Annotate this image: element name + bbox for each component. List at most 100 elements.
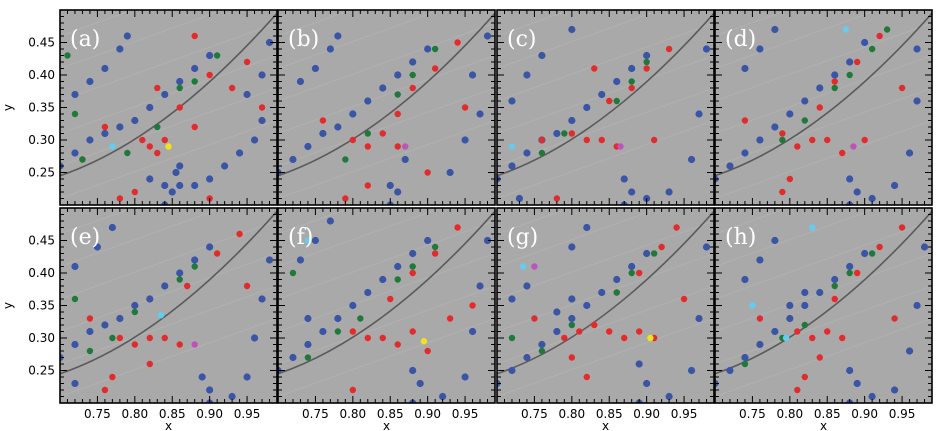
data-point-red — [831, 78, 838, 85]
data-point-green — [64, 52, 71, 59]
data-point-blue — [702, 243, 711, 251]
background-streak — [497, 318, 714, 397]
data-point-green — [394, 91, 401, 98]
y-tick-label: 0.40 — [28, 68, 55, 82]
data-point-blue — [508, 366, 516, 375]
series-green — [64, 52, 221, 163]
tick-marks — [277, 9, 496, 206]
tick-marks — [714, 207, 933, 404]
data-point-red — [349, 386, 357, 394]
data-point-blue — [741, 275, 749, 284]
series-cyan — [749, 224, 816, 342]
panel-plot-area — [278, 208, 495, 403]
data-point-green — [409, 71, 416, 79]
x-tick-label: 0.75 — [521, 407, 548, 421]
data-point-red — [824, 328, 831, 335]
data-point-blue — [206, 243, 214, 251]
data-point-blue — [523, 282, 531, 290]
series-red — [349, 224, 476, 394]
data-point-blue — [628, 64, 636, 73]
data-point-blue — [726, 366, 734, 375]
data-point-green — [79, 156, 86, 163]
background-streak — [715, 208, 789, 235]
shock-front-line — [497, 210, 714, 375]
x-axis-label: x — [383, 419, 390, 431]
series-blue — [715, 236, 929, 403]
data-point-blue — [161, 282, 169, 290]
background-streak — [60, 208, 134, 235]
data-point-blue — [116, 314, 124, 323]
series-yellow — [165, 143, 172, 150]
panel-background — [60, 208, 277, 403]
x-tick-label: 0.75 — [302, 407, 329, 421]
series-blue — [60, 223, 274, 403]
data-point-red — [801, 373, 808, 381]
data-point-red — [258, 104, 266, 111]
data-point-blue — [250, 334, 259, 342]
data-point-blue — [289, 155, 297, 164]
data-point-red — [364, 182, 371, 189]
data-point-blue — [131, 116, 139, 125]
data-point-blue — [816, 84, 824, 92]
data-point-green — [831, 282, 838, 290]
data-point-red — [553, 195, 561, 202]
data-point-red — [591, 321, 598, 329]
background-streak — [497, 208, 571, 235]
y-tick-label: 0.40 — [28, 266, 55, 280]
data-point-blue — [756, 256, 764, 264]
data-point-red — [364, 334, 371, 342]
data-point-blue — [583, 301, 591, 310]
data-point-red — [673, 224, 680, 231]
data-point-red — [794, 386, 801, 394]
background-streak — [497, 10, 662, 69]
data-point-red — [379, 334, 386, 342]
data-point-red — [591, 65, 598, 72]
data-point-red — [349, 328, 357, 335]
data-point-red — [424, 347, 431, 355]
data-point-green — [364, 130, 371, 137]
data-point-blue — [476, 282, 484, 290]
data-point-cyan — [519, 263, 527, 270]
x-tick-label: 0.80 — [121, 407, 148, 421]
data-point-red — [598, 136, 605, 144]
data-point-blue — [265, 256, 274, 264]
data-point-red — [342, 195, 349, 202]
data-point-green — [779, 136, 786, 144]
shock-front-line — [715, 210, 932, 375]
data-point-blue — [446, 168, 454, 177]
data-point-blue — [191, 256, 199, 264]
data-point-blue — [553, 327, 561, 336]
panel-e: (e) 0.75 0.80 0.85 0.90 0.95 x 0.25 0.30 0.35 0.40… — [28, 207, 278, 431]
data-point-red — [665, 45, 673, 53]
data-point-blue — [598, 288, 606, 297]
data-point-blue — [635, 360, 643, 368]
data-point-red — [154, 84, 161, 92]
data-point-green — [342, 156, 349, 163]
data-point-blue — [86, 327, 94, 336]
series-magenta — [191, 341, 198, 348]
data-point-red — [741, 117, 749, 124]
data-point-blue — [250, 136, 259, 144]
background-streak — [278, 120, 495, 199]
data-point-green — [650, 250, 658, 257]
data-point-blue — [786, 110, 794, 118]
data-point-red — [568, 354, 576, 361]
data-point-blue — [168, 188, 176, 196]
data-point-blue — [741, 64, 749, 73]
data-point-blue — [598, 90, 606, 99]
panel-background — [715, 10, 932, 205]
background-streak — [497, 285, 714, 365]
series-blue — [60, 32, 274, 205]
data-point-red — [853, 269, 861, 277]
data-point-blue — [206, 386, 214, 394]
data-point-red — [809, 334, 816, 342]
data-point-blue — [468, 327, 477, 336]
data-point-green — [334, 328, 342, 335]
background-streak — [497, 220, 714, 300]
series-red — [756, 224, 906, 394]
data-point-green — [289, 269, 297, 277]
data-point-cyan — [782, 334, 790, 342]
data-point-green — [304, 354, 312, 361]
background-streak — [497, 120, 714, 199]
data-point-blue — [756, 45, 764, 53]
